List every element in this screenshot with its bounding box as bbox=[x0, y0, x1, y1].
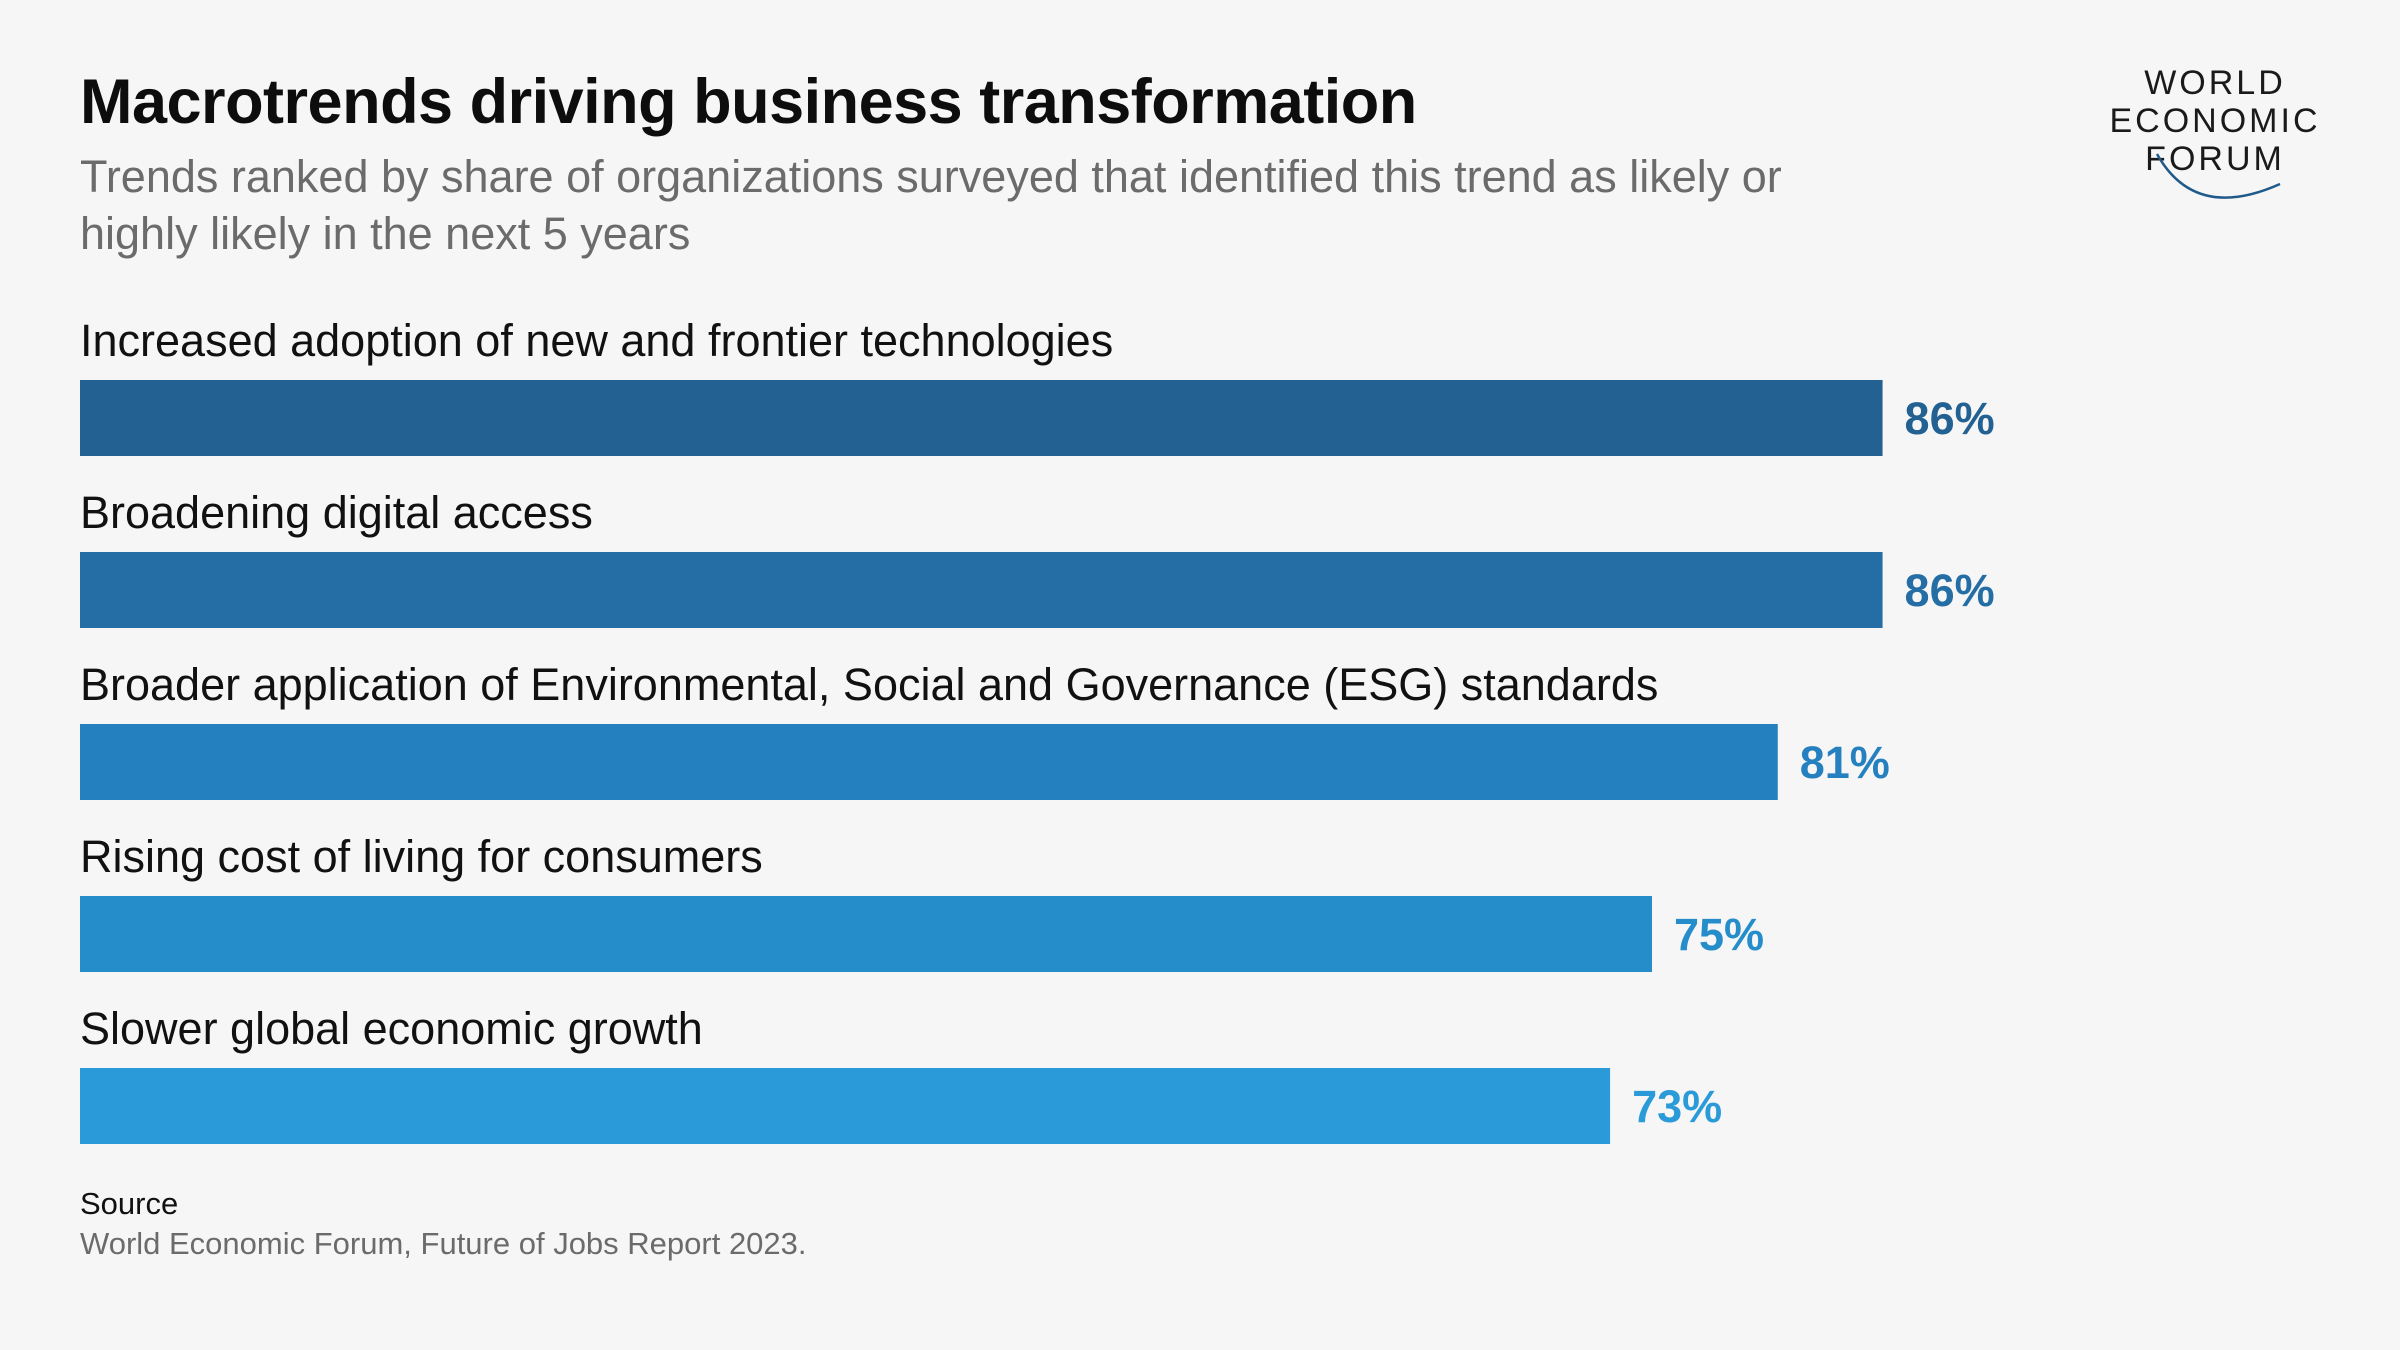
value-label: 75% bbox=[1674, 909, 1764, 960]
chart-title: Macrotrends driving business transformat… bbox=[80, 67, 1417, 137]
source-text: World Economic Forum, Future of Jobs Rep… bbox=[80, 1226, 807, 1261]
source-label: Source bbox=[80, 1186, 179, 1221]
value-label: 86% bbox=[1905, 393, 1995, 444]
bar-chart: Increased adoption of new and frontier t… bbox=[80, 315, 1995, 1144]
value-label: 86% bbox=[1905, 565, 1995, 616]
bar bbox=[80, 724, 1778, 800]
value-label: 81% bbox=[1800, 737, 1890, 788]
category-label: Slower global economic growth bbox=[80, 1003, 703, 1054]
bar bbox=[80, 552, 1883, 628]
category-label: Rising cost of living for consumers bbox=[80, 831, 763, 882]
logo-text-world: WORLD bbox=[2144, 64, 2286, 102]
bar bbox=[80, 1068, 1611, 1144]
category-label: Increased adoption of new and frontier t… bbox=[80, 315, 1113, 366]
chart-subtitle: Trends ranked by share of organizations … bbox=[80, 151, 1782, 259]
logo-text-economic: ECONOMIC bbox=[2109, 102, 2321, 140]
bar bbox=[80, 380, 1883, 456]
wef-logo: WORLD ECONOMIC FORUM bbox=[2095, 62, 2335, 202]
logo-arc-icon bbox=[2155, 153, 2281, 199]
category-label: Broadening digital access bbox=[80, 487, 593, 538]
value-label: 73% bbox=[1632, 1081, 1722, 1132]
category-label: Broader application of Environmental, So… bbox=[80, 659, 1658, 710]
bar bbox=[80, 896, 1652, 972]
